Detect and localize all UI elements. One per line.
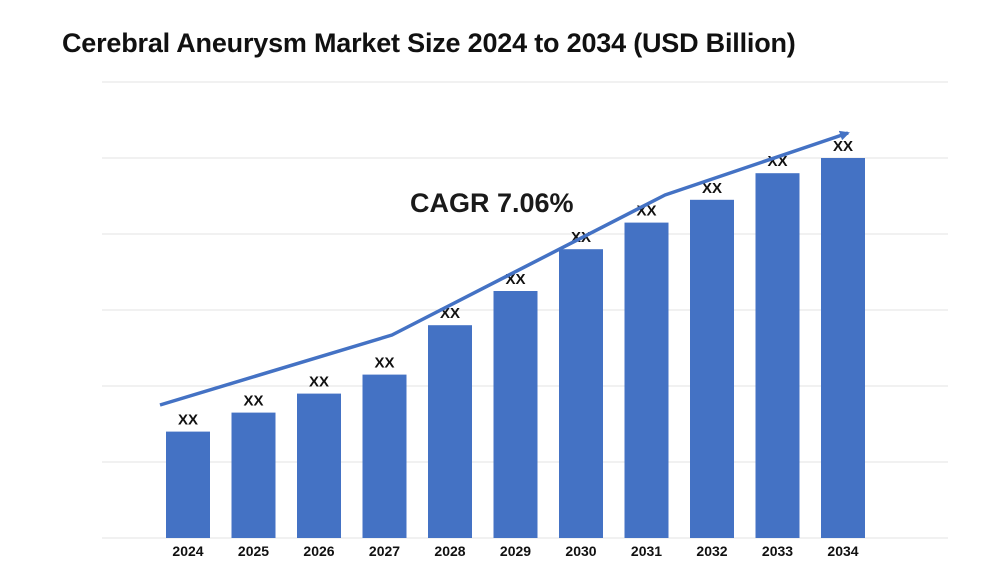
x-tick-labels: 2024 2025 2026 2027 2028 2029 2030 2031 2032 2033… bbox=[172, 543, 858, 559]
bars bbox=[166, 158, 865, 539]
data-label-2026: XX bbox=[309, 374, 329, 391]
x-tick-2034: 2034 bbox=[827, 543, 858, 559]
data-label-2024: XX bbox=[178, 412, 198, 429]
x-tick-2031: 2031 bbox=[631, 543, 662, 559]
x-tick-2032: 2032 bbox=[696, 543, 727, 559]
data-label-2034: XX bbox=[833, 138, 853, 155]
bar-2027 bbox=[362, 374, 407, 538]
bar-2029 bbox=[493, 291, 538, 538]
x-tick-2027: 2027 bbox=[369, 543, 400, 559]
bar-2028 bbox=[428, 325, 472, 538]
bar-2024 bbox=[166, 431, 210, 538]
bar-2033 bbox=[755, 173, 800, 538]
bar-2026 bbox=[297, 393, 341, 538]
bar-2025 bbox=[231, 412, 276, 538]
chart-title: Cerebral Aneurysm Market Size 2024 to 20… bbox=[62, 28, 796, 58]
x-tick-2029: 2029 bbox=[500, 543, 531, 559]
data-label-2032: XX bbox=[702, 180, 722, 197]
x-tick-2026: 2026 bbox=[303, 543, 334, 559]
bar-2034 bbox=[821, 158, 865, 538]
x-tick-2024: 2024 bbox=[172, 543, 203, 559]
trend-arrow-line bbox=[159, 130, 850, 407]
data-label-2025: XX bbox=[243, 393, 263, 410]
bar-2030 bbox=[559, 249, 603, 538]
bar-2032 bbox=[690, 199, 734, 539]
x-tick-2025: 2025 bbox=[238, 543, 269, 559]
data-label-2027: XX bbox=[374, 355, 394, 372]
x-tick-2028: 2028 bbox=[434, 543, 465, 559]
x-tick-2030: 2030 bbox=[565, 543, 596, 559]
x-tick-2033: 2033 bbox=[762, 543, 793, 559]
trend-arrow bbox=[159, 130, 850, 407]
bar-2031 bbox=[624, 222, 669, 538]
cagr-annotation: CAGR 7.06% bbox=[410, 188, 574, 218]
